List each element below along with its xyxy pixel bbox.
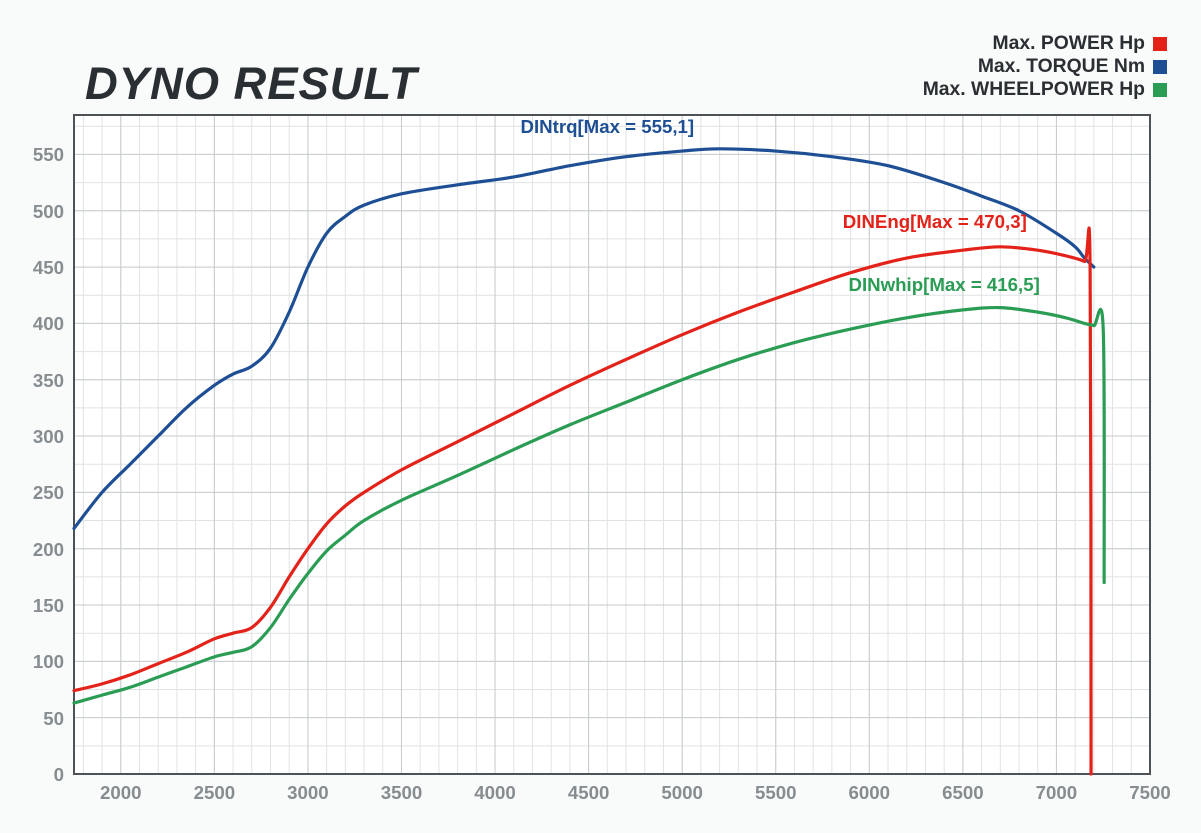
x-tick-label: 2000 (91, 782, 151, 804)
y-tick-label: 450 (24, 257, 64, 279)
x-tick-label: 7000 (1026, 782, 1086, 804)
x-tick-label: 4000 (465, 782, 525, 804)
series-annotation-power: DINEng[Max = 470,3] (843, 211, 1027, 233)
y-tick-label: 100 (24, 651, 64, 673)
x-tick-label: 4500 (559, 782, 619, 804)
y-tick-label: 350 (24, 370, 64, 392)
y-tick-label: 0 (24, 764, 64, 786)
series-annotation-torque: DINtrq[Max = 555,1] (520, 116, 694, 138)
y-tick-label: 400 (24, 313, 64, 335)
y-tick-label: 50 (24, 708, 64, 730)
x-tick-label: 5000 (652, 782, 712, 804)
y-tick-label: 200 (24, 539, 64, 561)
x-tick-label: 6000 (839, 782, 899, 804)
series-annotation-wheelpower: DINwhip[Max = 416,5] (849, 274, 1040, 296)
x-tick-label: 3000 (278, 782, 338, 804)
y-tick-label: 500 (24, 201, 64, 223)
y-tick-label: 300 (24, 426, 64, 448)
y-tick-label: 150 (24, 595, 64, 617)
y-tick-label: 250 (24, 482, 64, 504)
x-tick-label: 3500 (371, 782, 431, 804)
x-tick-label: 2500 (184, 782, 244, 804)
x-tick-label: 6500 (933, 782, 993, 804)
x-tick-label: 5500 (746, 782, 806, 804)
y-tick-label: 550 (24, 144, 64, 166)
x-tick-label: 7500 (1120, 782, 1180, 804)
